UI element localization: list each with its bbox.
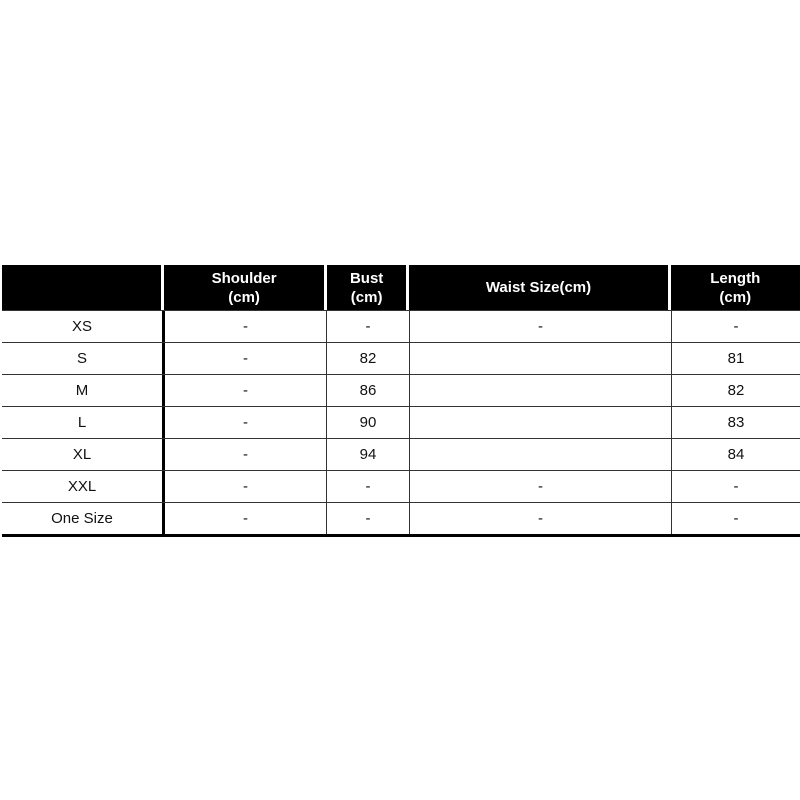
size-label: XS [2,311,165,342]
table-cell: - [733,318,739,335]
size-label: S [2,343,165,374]
table-row: XL -94 84 [2,439,800,471]
size-label: XXL [2,471,165,502]
table-cell: - [410,311,672,342]
table-cell: - [165,407,327,438]
table-cell [410,439,672,470]
table-cell: 90 [327,407,410,438]
header-bust: Bust (cm) [326,265,407,310]
table-cell: 84 [727,446,745,463]
table-cell: - [410,471,672,502]
table-cell: 82 [727,382,745,399]
header-shoulder: Shoulder (cm) [164,265,324,310]
table-cell: 94 [327,439,410,470]
table-cell: - [165,471,327,502]
table-cell: - [165,503,327,534]
size-chart-table: Shoulder (cm) Bust (cm) Waist Size(cm) L… [2,265,800,537]
table-cell: - [165,311,327,342]
table-cell: - [165,375,327,406]
table-row: One Size - - - - [2,503,800,537]
table-cell: - [733,510,739,527]
table-cell [410,343,672,374]
table-row: S -82 81 [2,343,800,375]
size-label: M [2,375,165,406]
table-cell [410,375,672,406]
header-length: Length (cm) [670,265,800,310]
table-cell: - [327,503,410,534]
table-cell: 83 [727,414,745,431]
size-label: One Size [2,503,165,534]
table-cell: 86 [327,375,410,406]
table-body: XS - - - - S -82 81 M -86 82 L -90 83 XL -94 84 XXL - - - - On… [2,310,800,537]
table-cell [410,407,672,438]
table-cell: 81 [727,350,745,367]
size-label: XL [2,439,165,470]
table-row: XXL - - - - [2,471,800,503]
table-cell: 82 [327,343,410,374]
header-row: Shoulder (cm) Bust (cm) Waist Size(cm) L… [2,265,800,310]
header-size [2,265,162,310]
table-cell: - [165,343,327,374]
table-row: XS - - - - [2,310,800,343]
table-cell: - [327,471,410,502]
header-waist: Waist Size(cm) [409,265,668,310]
table-row: L -90 83 [2,407,800,439]
table-cell: - [410,503,672,534]
table-cell: - [165,439,327,470]
size-label: L [2,407,165,438]
table-row: M -86 82 [2,375,800,407]
table-cell: - [733,478,739,495]
table-cell: - [327,311,410,342]
